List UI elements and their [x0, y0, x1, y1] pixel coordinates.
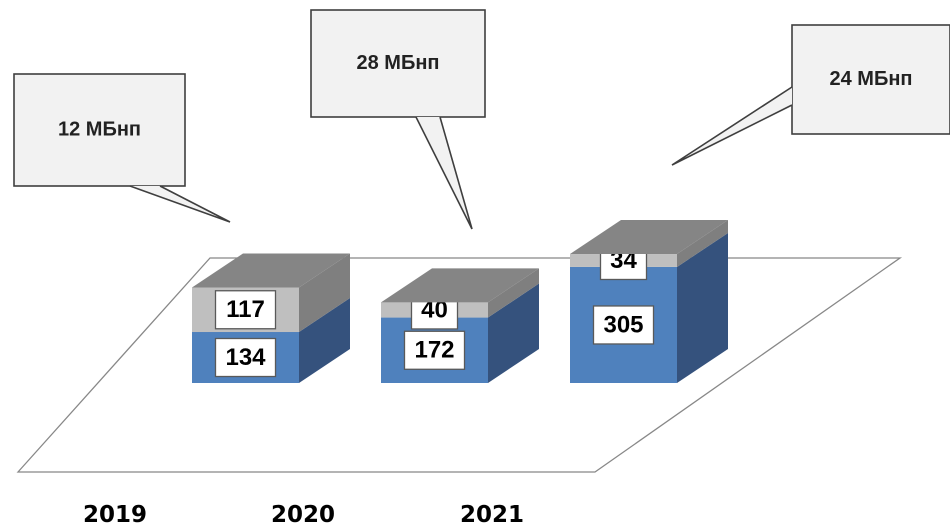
data-label-box-2020-0	[403, 330, 466, 370]
x-tick-label-2021: 2021	[460, 502, 524, 527]
bar-top-2020	[381, 268, 539, 303]
bar-segment-side-2021-1	[677, 220, 728, 267]
bar-2019: 134 117	[192, 253, 350, 383]
bar-segment-side-2021-0	[677, 232, 728, 383]
callout-box-2020	[310, 9, 486, 118]
bar-segment-side-2020-0	[488, 283, 539, 383]
callout-2020: 28 МБнп	[310, 9, 486, 230]
callout-2019: 12 МБнп	[13, 73, 231, 223]
bar-segment-side-2020-1	[488, 268, 539, 318]
chart-floor	[16, 257, 903, 473]
x-tick-label-2020: 2020	[271, 502, 335, 527]
callout-text-2020: 28 МБнп	[357, 52, 440, 74]
x-tick-label-2019: 2019	[83, 502, 147, 527]
callout-text-2021: 24 МБнп	[830, 68, 913, 90]
callout-pointer-outline-2021	[671, 86, 793, 166]
data-label-box-2021-0	[592, 305, 655, 345]
callout-box-2019	[13, 73, 186, 187]
callout-box-2021	[791, 24, 950, 135]
data-label-box-2019-0	[214, 337, 277, 378]
callout-2021: 24 МБнп	[671, 24, 950, 166]
callout-text-2019: 12 МБнп	[58, 118, 141, 140]
data-label-2020-0: 172	[414, 337, 454, 364]
callout-pointer-outline-2019	[129, 185, 231, 223]
bar-top-2019	[192, 253, 350, 288]
data-label-box-2019-1	[214, 290, 277, 330]
callouts-group: 12 МБнп 28 МБнп 24 МБнп	[13, 9, 950, 230]
callout-pointer-outline-2020	[415, 116, 473, 230]
bar-segment-side-2019-0	[299, 298, 350, 383]
bar-segment-side-2019-1	[299, 253, 350, 333]
data-label-2019-0: 134	[225, 344, 266, 371]
data-label-2019-1: 117	[226, 296, 265, 323]
data-label-2021-0: 305	[603, 311, 643, 338]
bar-top-2021	[570, 220, 728, 255]
x-axis: 2019 2020 2021	[83, 502, 524, 527]
